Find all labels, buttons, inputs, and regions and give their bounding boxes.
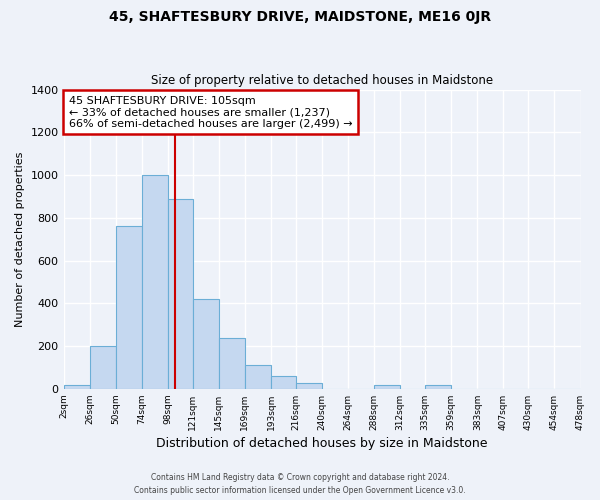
Bar <box>116 226 142 389</box>
Bar <box>193 299 219 389</box>
Bar <box>219 338 245 389</box>
Text: Contains HM Land Registry data © Crown copyright and database right 2024.
Contai: Contains HM Land Registry data © Crown c… <box>134 474 466 495</box>
Bar <box>296 384 322 389</box>
Bar <box>271 376 296 389</box>
Bar <box>89 346 116 389</box>
Bar <box>245 366 271 389</box>
Title: Size of property relative to detached houses in Maidstone: Size of property relative to detached ho… <box>151 74 493 87</box>
Bar <box>142 175 168 389</box>
Text: 45 SHAFTESBURY DRIVE: 105sqm
← 33% of detached houses are smaller (1,237)
66% of: 45 SHAFTESBURY DRIVE: 105sqm ← 33% of de… <box>69 96 352 128</box>
Bar <box>374 384 400 389</box>
Bar <box>64 384 89 389</box>
Y-axis label: Number of detached properties: Number of detached properties <box>15 152 25 327</box>
Bar <box>425 384 451 389</box>
Text: 45, SHAFTESBURY DRIVE, MAIDSTONE, ME16 0JR: 45, SHAFTESBURY DRIVE, MAIDSTONE, ME16 0… <box>109 10 491 24</box>
X-axis label: Distribution of detached houses by size in Maidstone: Distribution of detached houses by size … <box>156 437 488 450</box>
Bar <box>168 198 193 389</box>
